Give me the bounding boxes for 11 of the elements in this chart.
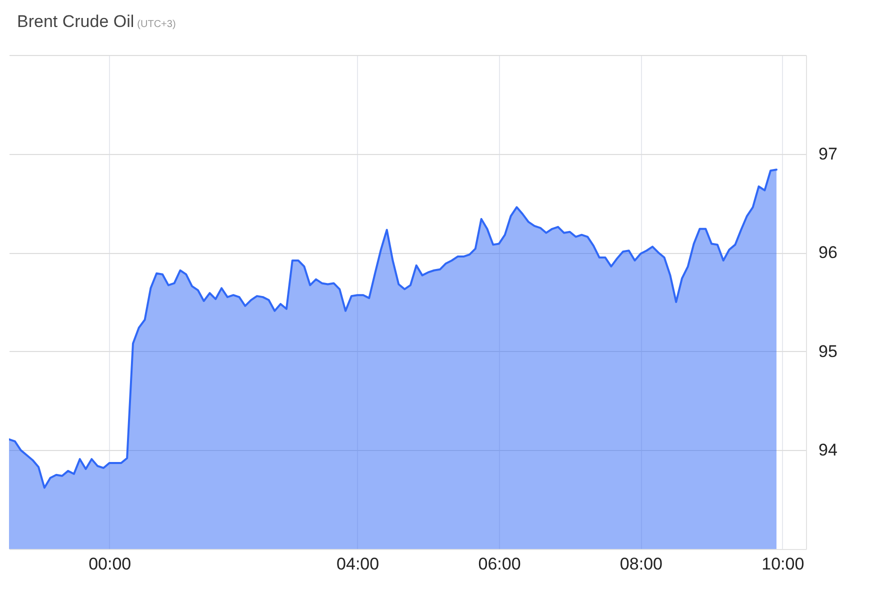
- x-tick-label: 04:00: [336, 554, 380, 574]
- chart-title: Brent Crude Oil: [17, 12, 134, 31]
- y-tick-label: 96: [818, 243, 838, 262]
- x-tick-label: 00:00: [88, 554, 132, 574]
- y-tick-label: 97: [818, 144, 838, 164]
- x-tick-label: 10:00: [762, 554, 804, 574]
- x-tick-label: 08:00: [620, 554, 662, 574]
- y-tick-label: 95: [818, 342, 838, 361]
- y-tick-label: 94: [818, 440, 838, 460]
- chart-subtitle: (UTC+3): [137, 19, 176, 30]
- x-tick-label: 06:00: [478, 554, 521, 574]
